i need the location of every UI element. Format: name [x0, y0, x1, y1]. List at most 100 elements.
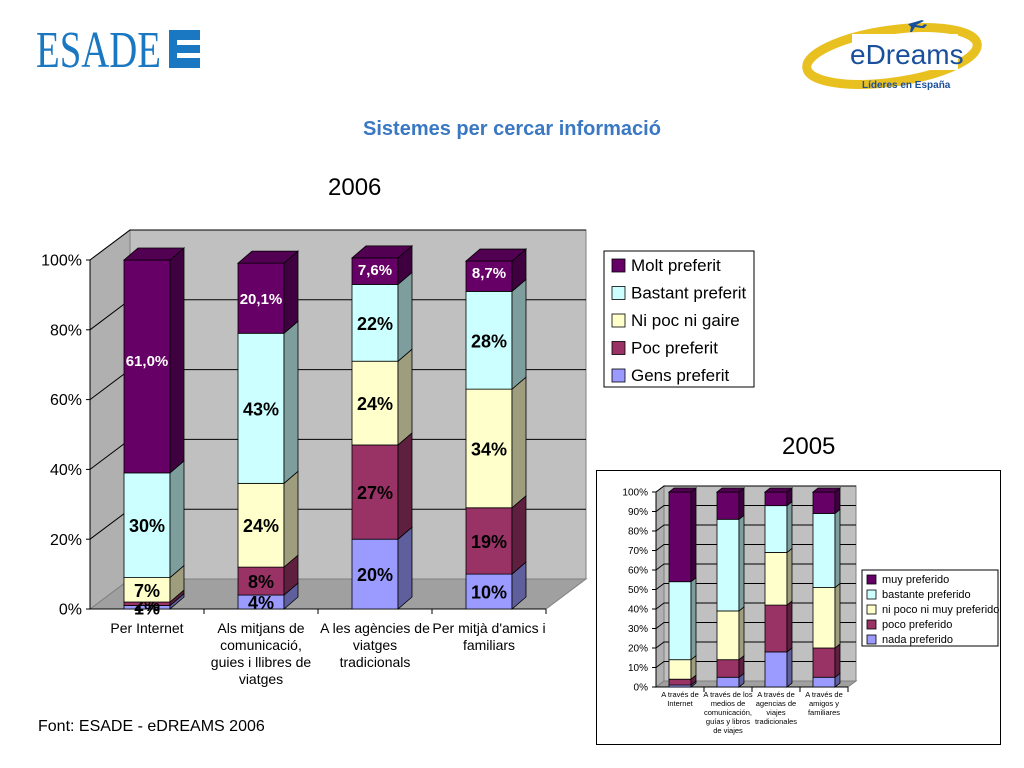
category-label: comunicación,	[704, 708, 752, 717]
bar-segment	[764, 647, 793, 688]
category-label: comunicació,	[220, 637, 302, 653]
data-label: 20%	[357, 565, 393, 585]
bar-segment	[237, 320, 299, 485]
bar-segment	[764, 547, 793, 606]
category-label: familiars	[463, 637, 515, 653]
category-label: Internet	[667, 699, 693, 708]
data-label: 24%	[243, 516, 279, 536]
legend-swatch	[611, 286, 626, 300]
data-label: 19%	[471, 532, 507, 552]
data-label: 24%	[357, 394, 393, 414]
legend-label: bastante preferido	[882, 589, 971, 601]
data-label: 22%	[357, 314, 393, 334]
bar-segment	[237, 470, 299, 568]
page-title: Sistemes per cercar informació	[363, 118, 661, 140]
airplane-icon	[908, 20, 927, 32]
category-label: familiares	[808, 708, 840, 717]
legend-swatch	[611, 368, 626, 383]
bar-segment	[123, 460, 185, 579]
legend-label: poco preferido	[882, 619, 952, 631]
category-label: guías y libros	[706, 717, 750, 726]
bar-segment	[351, 271, 413, 363]
bar-segment	[465, 278, 527, 390]
legend-swatch	[866, 589, 877, 600]
bar-segment	[764, 600, 793, 653]
y-tick-label: 10%	[628, 663, 648, 674]
data-label: 10%	[471, 583, 507, 603]
y-tick-label: 30%	[628, 624, 648, 635]
legend-swatch	[611, 313, 626, 328]
bar-segment	[122, 247, 186, 474]
category-label: medios de	[711, 699, 746, 708]
bar-segment	[811, 487, 842, 515]
legend-label: Ni poc ni gaire	[631, 311, 740, 330]
bar-segment	[812, 582, 841, 649]
y-tick-label: 40%	[50, 462, 82, 479]
category-label: agencias de	[756, 699, 796, 708]
data-label: 61,0%	[126, 353, 169, 370]
bar-segment	[668, 576, 697, 661]
y-tick-label: 100%	[41, 253, 82, 270]
legend-box	[603, 250, 755, 388]
edreams-logo-text: eDreams	[850, 39, 964, 70]
data-label: 8,7%	[472, 265, 506, 282]
category-label: A través de	[661, 690, 699, 699]
legend-label: Poc preferit	[631, 339, 718, 358]
bar-segment	[716, 514, 745, 612]
source-note: Font: ESADE - eDREAMS 2006	[38, 718, 265, 735]
edreams-tagline: Líderes en España	[862, 80, 951, 91]
category-label: Per mitjà d'amics i	[432, 620, 545, 636]
y-tick-label: 40%	[628, 605, 648, 616]
bar-segment	[465, 376, 527, 509]
category-label: guies i llibres de	[211, 654, 312, 670]
chart-2005: 0% 10% 20% 30% 40% 50% 60% 70% 80% 90% 100% A travé…	[596, 470, 1001, 745]
chart-2005-title: 2005	[782, 433, 836, 460]
category-label: viatges	[353, 637, 397, 653]
bar-segment	[716, 606, 745, 661]
category-label: A través de	[805, 690, 843, 699]
chart-2006-title: 2006	[328, 174, 382, 201]
data-label: 28%	[471, 331, 507, 351]
legend-label: Bastant preferit	[631, 284, 747, 303]
esade-logo-text: ESADE	[36, 24, 161, 74]
esade-logo: ESADE	[36, 22, 206, 79]
data-label: 8%	[248, 572, 274, 592]
category-label: de viajes	[713, 726, 743, 735]
bar-segment	[667, 487, 698, 583]
bar-segment	[465, 494, 527, 575]
bar-segment	[123, 564, 185, 603]
y-tick-label: 20%	[628, 644, 648, 655]
bar-segment	[764, 500, 793, 554]
y-tick-label: 50%	[628, 585, 648, 596]
gridline	[655, 485, 856, 493]
category-label: viajes	[766, 708, 785, 717]
category-label: A les agències de	[320, 620, 430, 636]
category-label: tradicionals	[340, 654, 411, 670]
legend-swatch	[866, 619, 877, 630]
y-tick-label: 100%	[622, 488, 648, 499]
data-label: 34%	[471, 439, 507, 459]
gridline	[89, 229, 586, 261]
bar-segment	[812, 643, 841, 679]
legend-swatch	[866, 634, 877, 645]
legend-swatch	[866, 574, 877, 585]
category-label: amigos y	[809, 699, 839, 708]
bar-segment	[715, 487, 746, 521]
data-label: 4%	[248, 593, 274, 613]
legend-label: ni poco ni muy preferido	[882, 604, 999, 616]
category-label: Per Internet	[110, 620, 183, 636]
y-tick-label: 20%	[50, 532, 82, 549]
category-label: Als mitjans de	[217, 620, 304, 636]
bar-segment	[812, 508, 841, 589]
data-label: 7,6%	[358, 262, 392, 279]
data-label: 30%	[129, 516, 165, 536]
legend-box	[861, 569, 999, 647]
bar-segment	[464, 248, 528, 293]
bar-segment	[350, 245, 414, 286]
legend-swatch	[611, 258, 626, 273]
y-tick-label: 70%	[628, 546, 648, 557]
y-tick-label: 60%	[628, 566, 648, 577]
data-label: 7%	[134, 581, 160, 601]
bar-segment	[351, 348, 413, 446]
data-label: 20,1%	[240, 291, 283, 308]
